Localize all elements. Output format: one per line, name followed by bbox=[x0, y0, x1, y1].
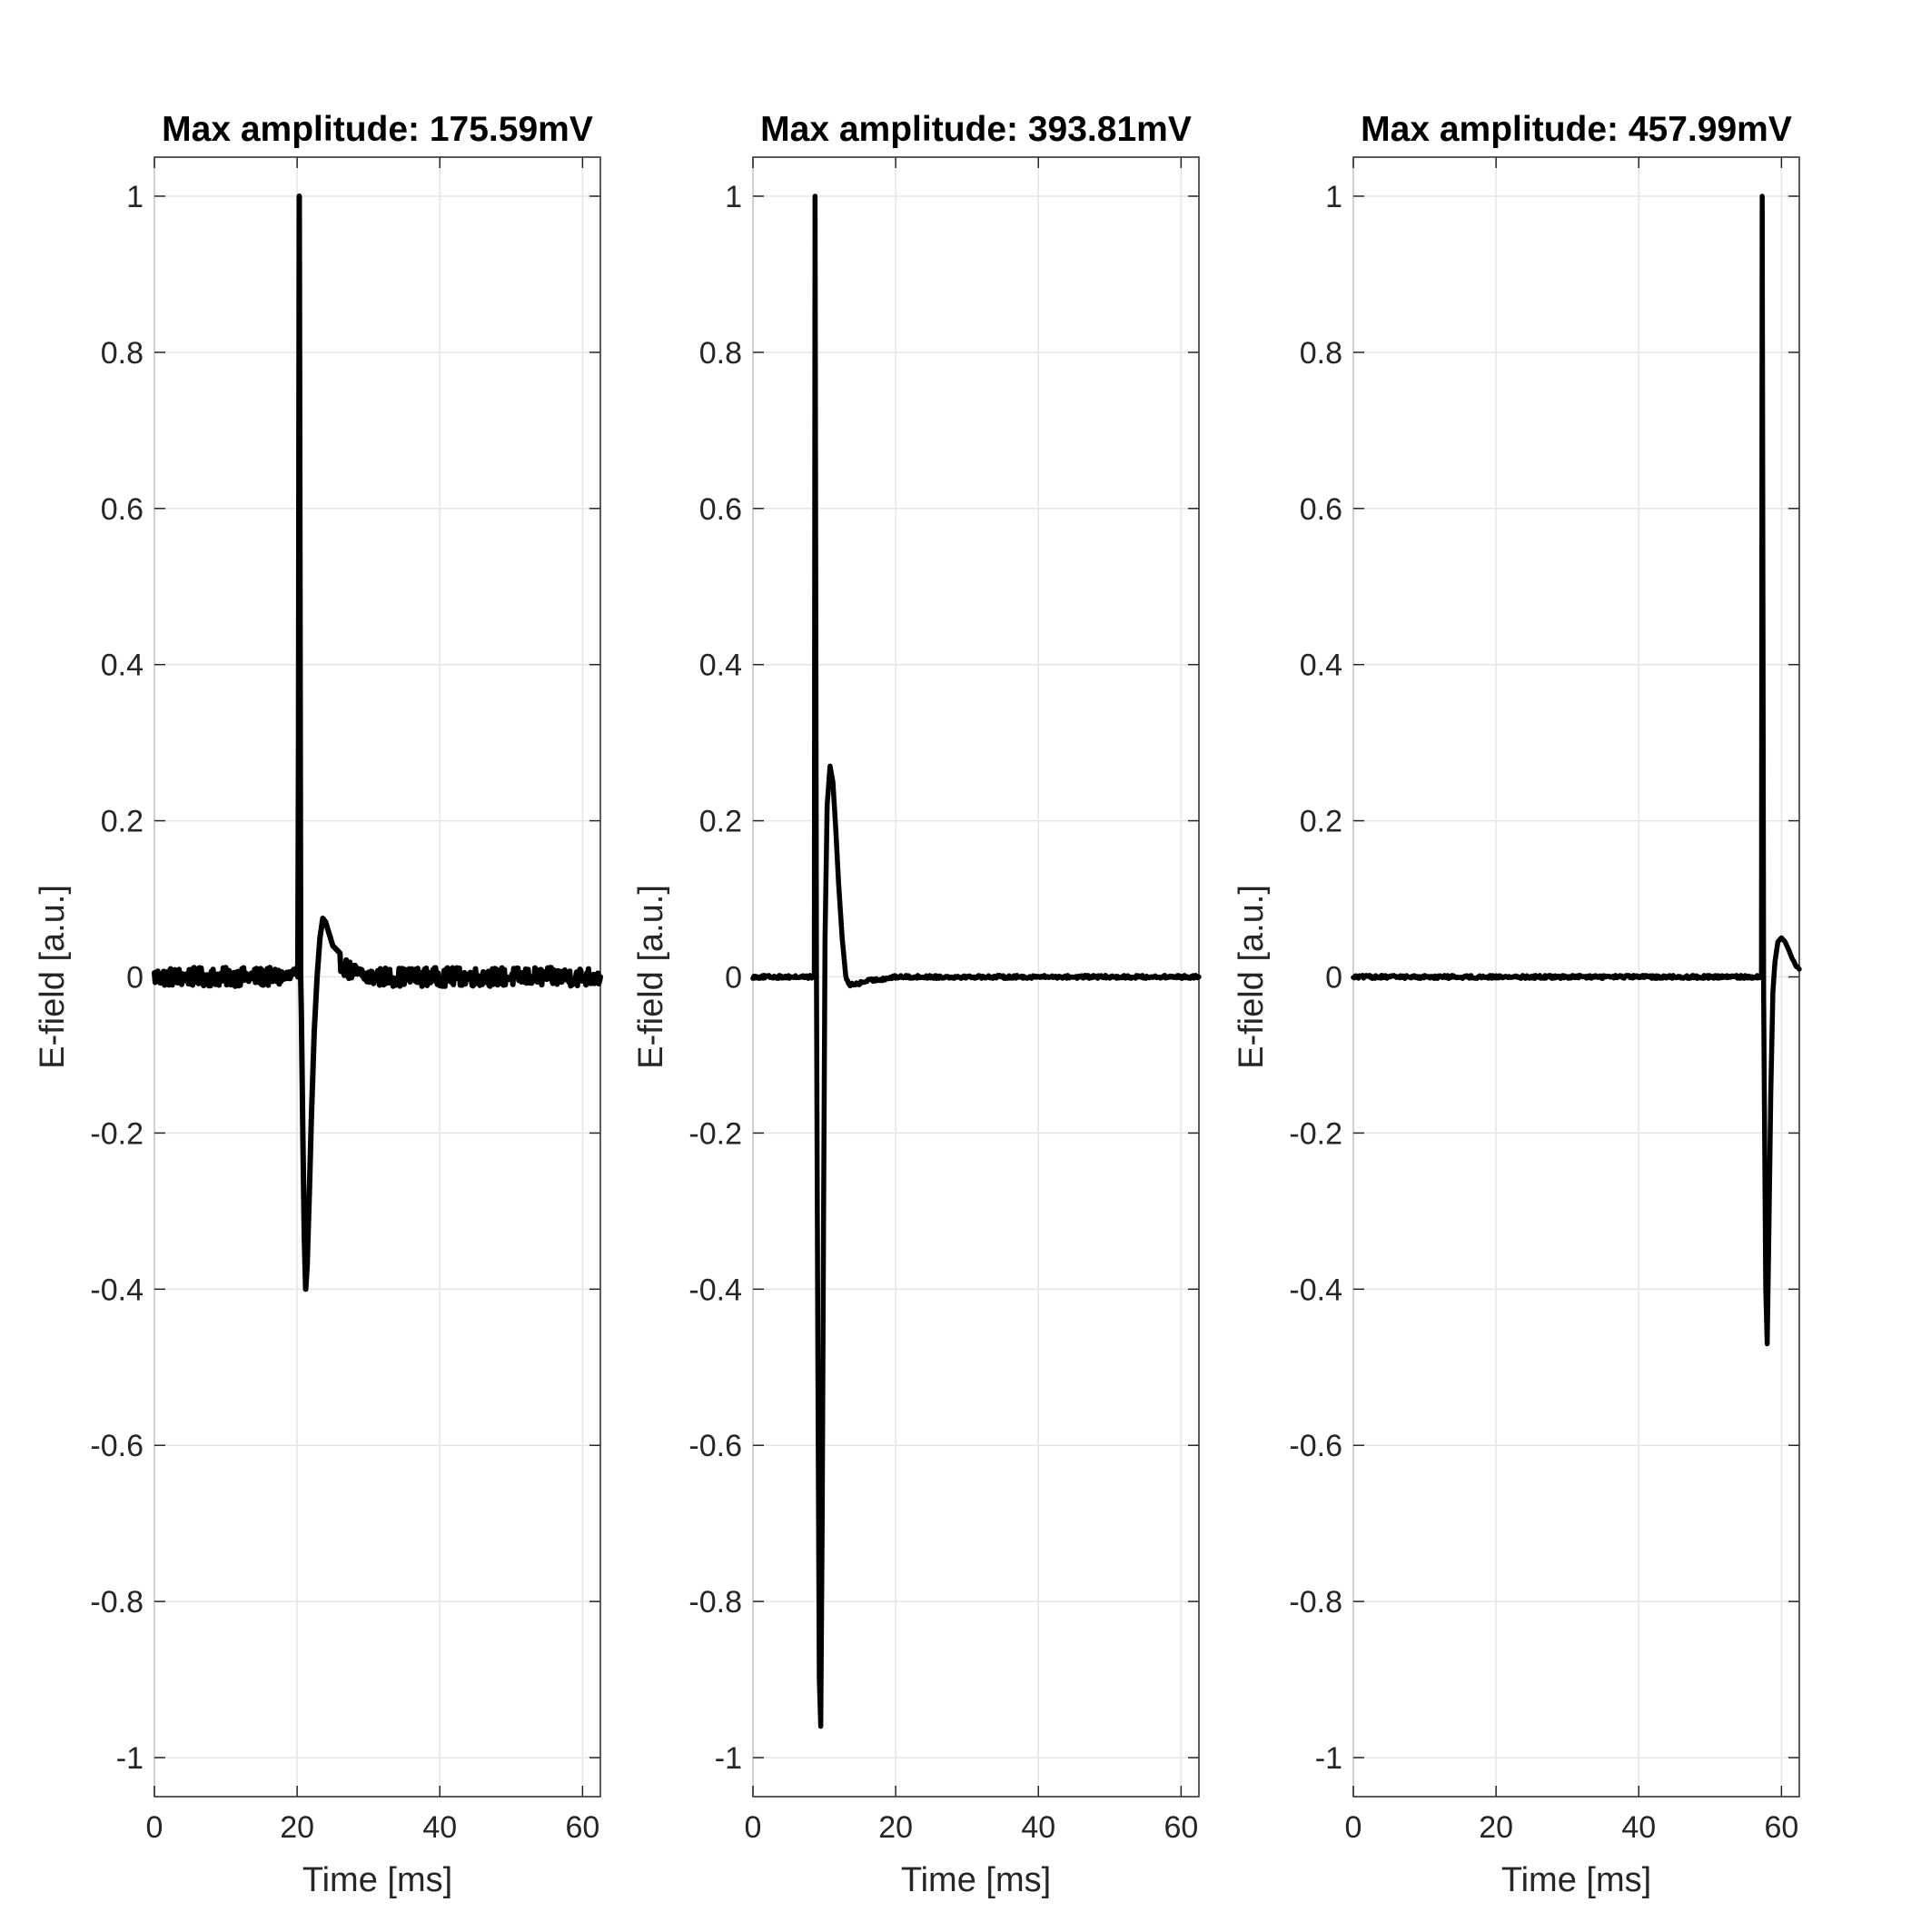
subplot-2-title: Max amplitude: 393.81mV bbox=[760, 110, 1192, 149]
y-tick-label: -1 bbox=[1315, 1741, 1342, 1776]
y-tick-label: -1 bbox=[116, 1741, 144, 1776]
x-tick-label: 40 bbox=[1621, 1810, 1656, 1845]
y-tick-label: -0.6 bbox=[1289, 1429, 1342, 1463]
signal-trace bbox=[750, 193, 1202, 1729]
subplot-3-y-axis-label: E-field [a.u.] bbox=[1233, 885, 1271, 1069]
y-tick-label: -0.6 bbox=[688, 1429, 742, 1463]
y-tick-label: -0.6 bbox=[90, 1429, 144, 1463]
y-tick-label: 0.6 bbox=[1300, 492, 1342, 527]
y-tick-label: 0.8 bbox=[699, 336, 742, 371]
x-tick-label: 20 bbox=[1479, 1810, 1513, 1845]
y-tick-label: 0.2 bbox=[1300, 805, 1342, 839]
subplot-2-x-axis-label: Time [ms] bbox=[901, 1861, 1051, 1899]
y-tick-label: 0.2 bbox=[101, 805, 144, 839]
x-tick-label: 40 bbox=[1021, 1810, 1055, 1845]
subplot-2-y-axis-label: E-field [a.u.] bbox=[632, 885, 670, 1069]
x-tick-label: 20 bbox=[280, 1810, 314, 1845]
subplot-3: 0 20 40 60 -1 -0.8 -0.6 -0.4 -0.2 0 0.2 0.4 0.6 0.8 1M… bbox=[1233, 110, 1802, 1899]
y-tick-label: 0.6 bbox=[101, 492, 144, 527]
signal-trace bbox=[152, 193, 603, 1293]
y-tick-label: -0.4 bbox=[688, 1273, 742, 1307]
y-tick-label: 0.6 bbox=[699, 492, 742, 527]
y-tick-label: 0.4 bbox=[101, 649, 144, 683]
y-tick-label: -0.8 bbox=[90, 1585, 144, 1620]
subplot-3-x-axis-label: Time [ms] bbox=[1501, 1861, 1651, 1899]
y-tick-label: 0 bbox=[725, 961, 742, 996]
y-tick-label: 1 bbox=[725, 180, 742, 214]
x-tick-label: 40 bbox=[422, 1810, 457, 1845]
y-tick-label: 0.2 bbox=[699, 805, 742, 839]
y-tick-label: -0.4 bbox=[90, 1273, 144, 1307]
x-tick-label: 60 bbox=[565, 1810, 599, 1845]
y-tick-label: 0.4 bbox=[699, 649, 742, 683]
x-tick-label: 60 bbox=[1764, 1810, 1798, 1845]
subplot-1-title: Max amplitude: 175.59mV bbox=[162, 110, 593, 149]
subplot-2: 0 20 40 60 -1 -0.8 -0.6 -0.4 -0.2 0 0.2 0.4 0.6 0.8 1M… bbox=[632, 110, 1202, 1899]
y-tick-label: 0 bbox=[126, 961, 144, 996]
y-tick-label: -0.8 bbox=[688, 1585, 742, 1620]
x-tick-label: 0 bbox=[745, 1810, 762, 1845]
y-tick-label: 1 bbox=[126, 180, 144, 214]
y-tick-label: -0.8 bbox=[1289, 1585, 1342, 1620]
x-tick-label: 0 bbox=[1345, 1810, 1362, 1845]
subplot-1-y-axis-label: E-field [a.u.] bbox=[34, 885, 72, 1069]
x-tick-label: 60 bbox=[1164, 1810, 1198, 1845]
y-tick-label: -0.2 bbox=[688, 1116, 742, 1151]
y-tick-label: 0.4 bbox=[1300, 649, 1342, 683]
subplot-1-x-axis-label: Time [ms] bbox=[302, 1861, 452, 1899]
y-tick-label: -0.2 bbox=[1289, 1116, 1342, 1151]
y-tick-label: -1 bbox=[715, 1741, 742, 1776]
subplot-3-title: Max amplitude: 457.99mV bbox=[1361, 110, 1792, 149]
signal-trace bbox=[1351, 193, 1802, 1347]
subplot-1: 0 20 40 60 -1 -0.8 -0.6 -0.4 -0.2 0 0.2 0.4 0.6 0.8 1M… bbox=[34, 110, 603, 1899]
x-tick-label: 0 bbox=[146, 1810, 163, 1845]
y-tick-label: -0.4 bbox=[1289, 1273, 1342, 1307]
y-tick-label: 0.8 bbox=[1300, 336, 1342, 371]
y-tick-label: 0 bbox=[1325, 961, 1342, 996]
y-tick-label: 0.8 bbox=[101, 336, 144, 371]
x-tick-label: 20 bbox=[878, 1810, 913, 1845]
y-tick-label: 1 bbox=[1325, 180, 1342, 214]
y-tick-label: -0.2 bbox=[90, 1116, 144, 1151]
